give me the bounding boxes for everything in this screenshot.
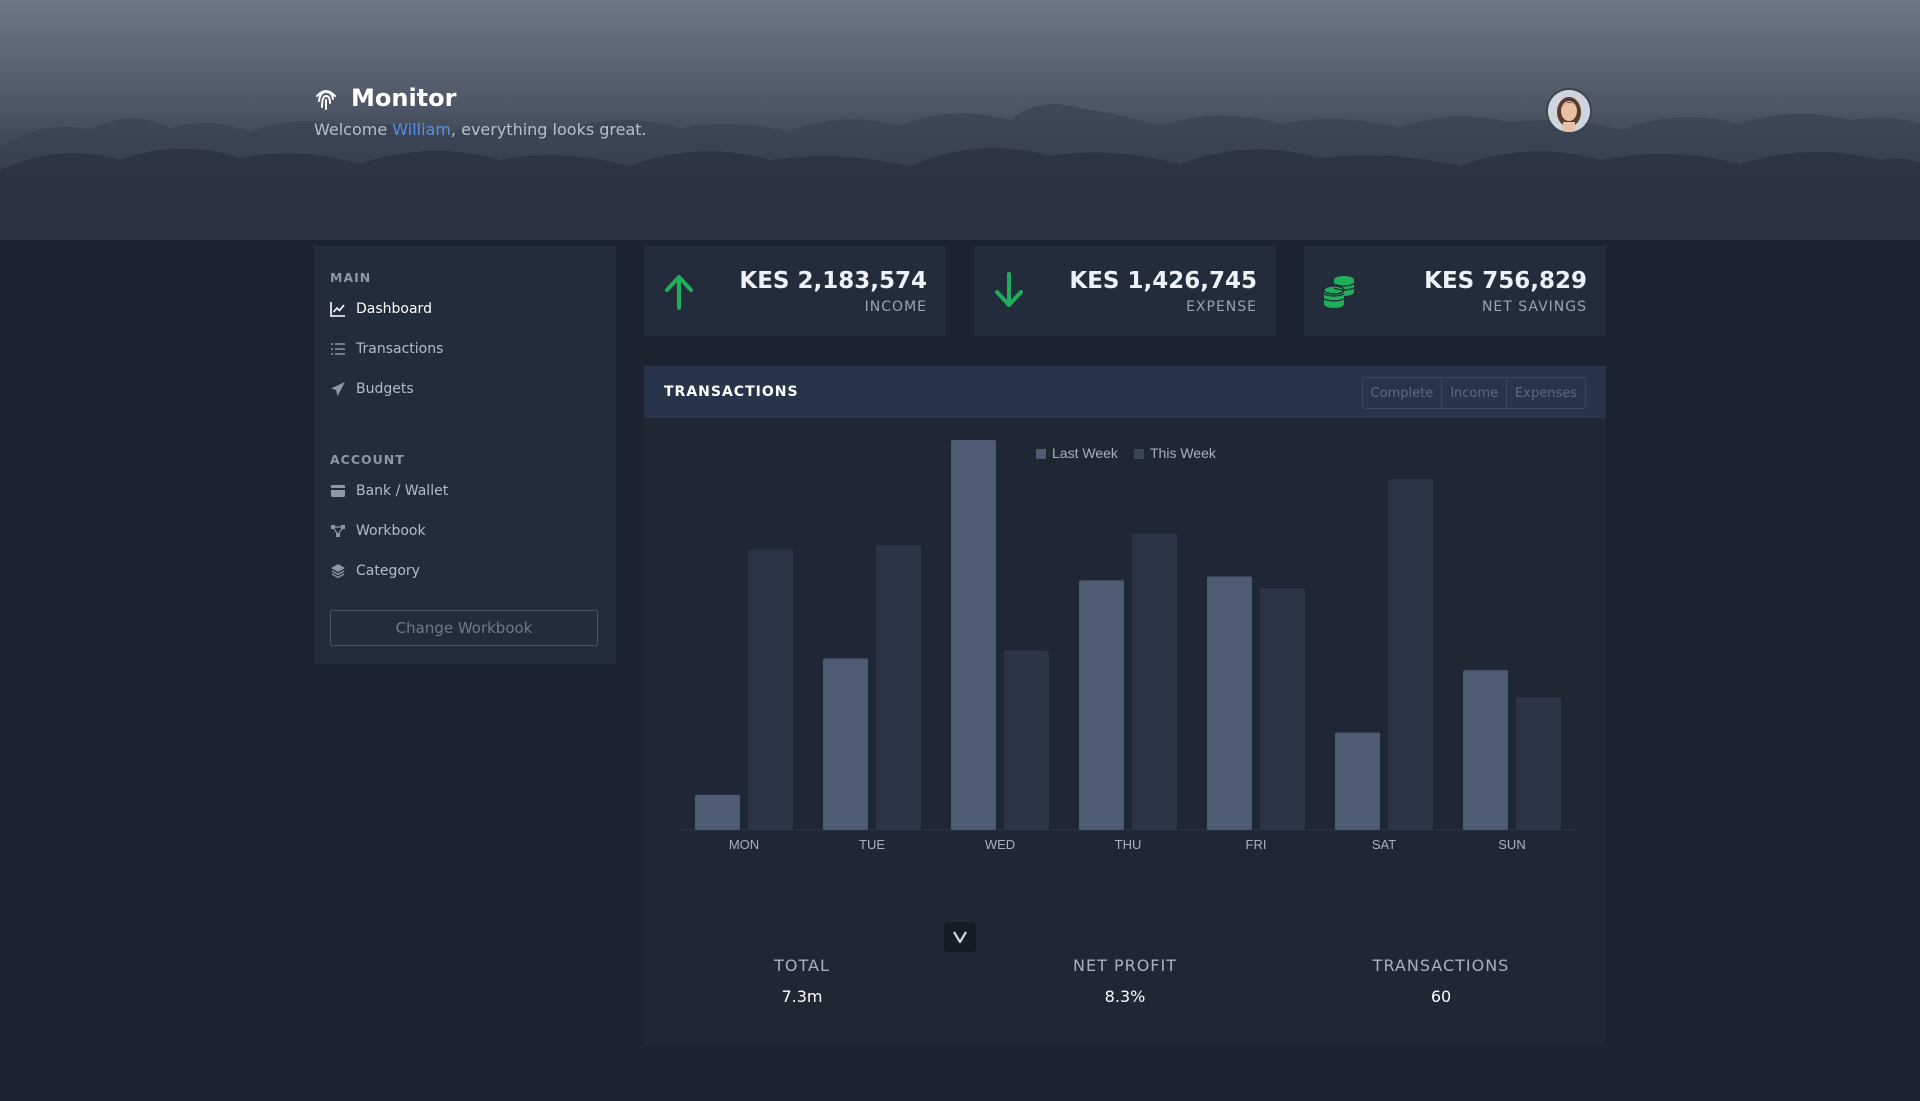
transactions-panel: TRANSACTIONS Complete Income Expenses La… (644, 366, 1606, 920)
x-tick-label: FRI (1246, 837, 1267, 852)
sidebar-item-dashboard[interactable]: Dashboard (330, 301, 432, 317)
summary-total: TOTAL 7.3m (682, 956, 922, 1006)
transactions-title: TRANSACTIONS (664, 384, 799, 400)
bar-this-week-tue (876, 545, 921, 830)
x-tick-label: SAT (1372, 837, 1396, 852)
arrow-up-icon (665, 275, 693, 310)
bar-this-week-wed (1004, 650, 1049, 830)
net-savings-value: KES 756,829 (1424, 268, 1587, 294)
sidebar: MAIN Dashboard Transactions Budgets ACCO… (314, 246, 616, 664)
summary-total-label: TOTAL (774, 956, 830, 975)
bar-this-week-sat (1388, 479, 1433, 830)
sidebar-item-workbook[interactable]: Workbook (330, 523, 426, 539)
sidebar-item-bank-wallet[interactable]: Bank / Wallet (330, 483, 448, 499)
bar-this-week-fri (1260, 588, 1305, 830)
sidebar-item-label: Budgets (356, 381, 414, 397)
list-icon (331, 343, 345, 355)
sidebar-item-transactions[interactable]: Transactions (330, 341, 443, 357)
expand-toggle-button[interactable] (944, 922, 976, 952)
bar-last-week-sun (1463, 670, 1508, 830)
summary-panel: TOTAL 7.3m NET PROFIT 8.3% TRANSACTIONS … (644, 920, 1606, 1046)
welcome-message: Welcome William, everything looks great. (314, 120, 647, 139)
x-tick-label: THU (1115, 837, 1142, 852)
brand[interactable]: Monitor (313, 84, 456, 112)
fingerprint-icon (316, 90, 336, 110)
stat-card-net-savings: KES 756,829 NET SAVINGS (1304, 246, 1606, 336)
legend-swatch (1036, 449, 1046, 459)
summary-net-profit-label: NET PROFIT (1073, 956, 1177, 975)
summary-transactions: TRANSACTIONS 60 (1321, 956, 1561, 1006)
filter-income-button[interactable]: Income (1442, 378, 1508, 408)
line-chart-icon (330, 302, 345, 317)
bar-last-week-wed (951, 440, 996, 830)
x-tick-label: SUN (1498, 837, 1525, 852)
x-tick-label: TUE (859, 837, 885, 852)
sidebar-section-main: MAIN (330, 270, 372, 285)
bar-last-week-mon (695, 794, 740, 830)
layers-icon (331, 564, 345, 579)
header-background (0, 0, 1920, 240)
sidebar-item-label: Dashboard (356, 301, 432, 317)
app-title: Monitor (351, 84, 457, 112)
share-nodes-icon (331, 525, 345, 537)
transaction-filter-group: Complete Income Expenses (1361, 377, 1586, 409)
summary-transactions-label: TRANSACTIONS (1372, 956, 1510, 975)
bar-last-week-sat (1335, 732, 1380, 830)
wallet-icon (331, 485, 345, 497)
sidebar-item-category[interactable]: Category (330, 563, 420, 579)
legend-swatch (1134, 449, 1144, 459)
legend-label: Last Week (1052, 445, 1119, 461)
user-name-link[interactable]: William (392, 120, 451, 139)
sidebar-item-budgets[interactable]: Budgets (330, 381, 414, 397)
bar-last-week-tue (823, 658, 868, 830)
bar-last-week-fri (1207, 576, 1252, 830)
arrow-down-icon (995, 272, 1023, 307)
stat-card-income: KES 2,183,574 INCOME (644, 246, 946, 336)
coins-icon (1323, 276, 1355, 308)
legend-label: This Week (1150, 445, 1217, 461)
net-savings-label: NET SAVINGS (1481, 299, 1587, 315)
welcome-prefix: Welcome (314, 120, 393, 139)
sidebar-section-account: ACCOUNT (330, 452, 405, 467)
bar-this-week-thu (1132, 533, 1177, 830)
user-portrait (1548, 90, 1590, 132)
filter-complete-button[interactable]: Complete (1363, 378, 1443, 408)
expense-label: EXPENSE (1186, 299, 1257, 315)
income-label: INCOME (864, 299, 927, 315)
x-tick-label: MON (729, 837, 759, 852)
transactions-panel-header: TRANSACTIONS Complete Income Expenses (644, 366, 1606, 418)
welcome-suffix: , everything looks great. (450, 120, 647, 139)
summary-net-profit-value: 8.3% (1104, 987, 1146, 1006)
paper-plane-icon (331, 382, 345, 396)
transactions-bar-chart: Last Week This Week MON TUE WED THU FRI SAT SUN (680, 440, 1576, 852)
sidebar-item-label: Bank / Wallet (356, 483, 449, 499)
income-value: KES 2,183,574 (739, 268, 927, 294)
forest-silhouette (0, 104, 1920, 240)
sidebar-item-label: Category (356, 563, 420, 579)
bar-this-week-sun (1516, 697, 1561, 830)
stat-card-expense: KES 1,426,745 EXPENSE (974, 246, 1276, 336)
sidebar-item-label: Workbook (356, 523, 426, 539)
summary-net-profit: NET PROFIT 8.3% (1005, 956, 1245, 1006)
change-workbook-button[interactable]: Change Workbook (330, 610, 598, 646)
bar-this-week-mon (748, 549, 793, 830)
filter-expenses-button[interactable]: Expenses (1515, 385, 1577, 401)
summary-total-value: 7.3m (781, 987, 823, 1006)
chevron-down-icon (953, 931, 967, 943)
sidebar-item-label: Transactions (356, 341, 444, 357)
expense-value: KES 1,426,745 (1069, 268, 1257, 294)
x-tick-label: WED (985, 837, 1015, 852)
user-avatar[interactable] (1546, 88, 1592, 134)
summary-transactions-value: 60 (1430, 987, 1452, 1006)
bar-last-week-thu (1079, 580, 1124, 830)
